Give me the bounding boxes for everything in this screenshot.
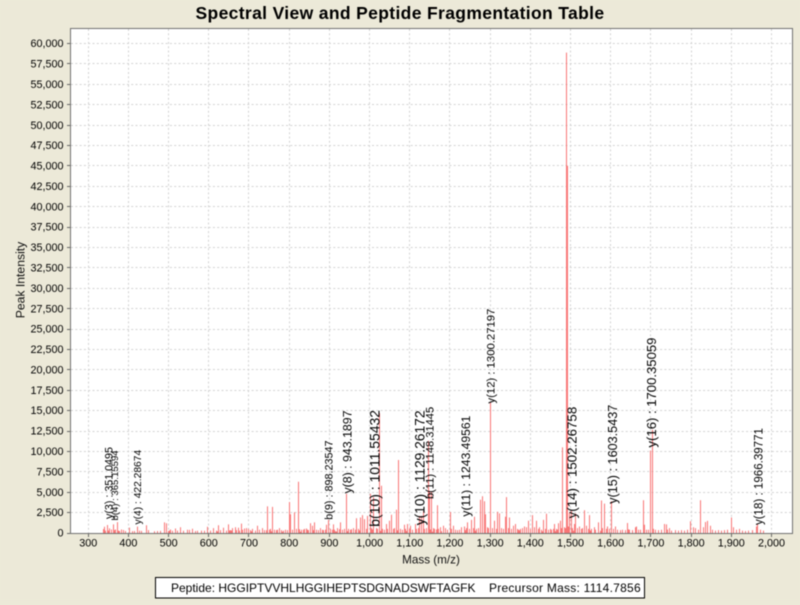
- svg-text:800: 800: [280, 538, 298, 550]
- svg-text:60,000: 60,000: [30, 38, 63, 50]
- svg-text:2,000: 2,000: [758, 538, 785, 550]
- svg-text:y(16) : 1700.35059: y(16) : 1700.35059: [644, 338, 659, 448]
- svg-text:0: 0: [57, 528, 63, 540]
- svg-text:15,000: 15,000: [30, 405, 63, 417]
- svg-text:2,500: 2,500: [36, 507, 63, 519]
- svg-text:1,500: 1,500: [557, 538, 584, 550]
- svg-text:50,000: 50,000: [30, 120, 63, 132]
- svg-text:45,000: 45,000: [30, 161, 63, 173]
- svg-text:1,800: 1,800: [678, 538, 705, 550]
- svg-text:1,000: 1,000: [356, 538, 383, 550]
- svg-text:7,500: 7,500: [36, 466, 63, 478]
- svg-text:12,500: 12,500: [30, 426, 63, 438]
- svg-text:Spectral View and Peptide Frag: Spectral View and Peptide Fragmentation …: [196, 3, 605, 23]
- svg-text:300: 300: [79, 538, 97, 550]
- svg-text:10,000: 10,000: [30, 446, 63, 458]
- svg-text:22,500: 22,500: [30, 344, 63, 356]
- svg-text:500: 500: [160, 538, 178, 550]
- svg-text:40,000: 40,000: [30, 201, 63, 213]
- svg-text:400: 400: [119, 538, 137, 550]
- svg-text:y(12) : 1300.27197: y(12) : 1300.27197: [485, 309, 497, 404]
- svg-text:57,500: 57,500: [30, 59, 63, 71]
- svg-text:y(3) : 351.0495: y(3) : 351.0495: [104, 447, 116, 519]
- svg-text:y(14) : 1502.26758: y(14) : 1502.26758: [564, 407, 579, 519]
- svg-text:37,500: 37,500: [30, 222, 63, 234]
- svg-text:Mass (m/z): Mass (m/z): [402, 554, 460, 567]
- svg-text:Precursor Mass: 1114.7856: Precursor Mass: 1114.7856: [489, 581, 641, 595]
- svg-text:1,100: 1,100: [396, 538, 423, 550]
- svg-text:b(4) : 365.15594: b(4) : 365.15594: [110, 450, 121, 521]
- svg-text:y(8) : 943.1897: y(8) : 943.1897: [340, 410, 354, 493]
- svg-text:20,000: 20,000: [30, 365, 63, 377]
- svg-text:1,300: 1,300: [477, 538, 504, 550]
- svg-text:1,900: 1,900: [718, 538, 745, 550]
- svg-text:1,700: 1,700: [637, 538, 664, 550]
- svg-text:52,500: 52,500: [30, 99, 63, 111]
- svg-text:y(18) : 1966.39771: y(18) : 1966.39771: [753, 428, 765, 525]
- svg-text:Peak Intensity: Peak Intensity: [14, 241, 28, 318]
- svg-text:1,400: 1,400: [517, 538, 544, 550]
- svg-text:600: 600: [200, 538, 218, 550]
- svg-text:Peptide: HGGIPTVVHLHGGIHEPTSDG: Peptide: HGGIPTVVHLHGGIHEPTSDGNADSWFTAGF…: [171, 581, 476, 595]
- svg-text:y(11) : 1243.49561: y(11) : 1243.49561: [459, 415, 473, 516]
- svg-text:b(9) : 898.23547: b(9) : 898.23547: [324, 440, 336, 519]
- svg-text:35,000: 35,000: [30, 242, 63, 254]
- svg-text:y(4) : 422.28674: y(4) : 422.28674: [133, 450, 144, 525]
- svg-text:b(11) : 1148.31445: b(11) : 1148.31445: [424, 407, 436, 499]
- svg-text:25,000: 25,000: [30, 324, 63, 336]
- svg-text:y(10) : 1129.26172: y(10) : 1129.26172: [413, 410, 428, 525]
- svg-text:55,000: 55,000: [30, 79, 63, 91]
- svg-text:700: 700: [240, 538, 258, 550]
- svg-text:32,500: 32,500: [30, 263, 63, 275]
- svg-text:1,600: 1,600: [597, 538, 624, 550]
- svg-text:47,500: 47,500: [30, 140, 63, 152]
- svg-text:30,000: 30,000: [30, 283, 63, 295]
- svg-text:27,500: 27,500: [30, 303, 63, 315]
- svg-text:17,500: 17,500: [30, 385, 63, 397]
- svg-text:y(15) : 1603.5437: y(15) : 1603.5437: [606, 405, 620, 504]
- svg-text:42,500: 42,500: [30, 181, 63, 193]
- svg-text:5,000: 5,000: [36, 487, 63, 499]
- svg-text:900: 900: [320, 538, 338, 550]
- svg-text:b(10) : 1011.55432: b(10) : 1011.55432: [366, 410, 382, 527]
- svg-text:1,200: 1,200: [436, 538, 463, 550]
